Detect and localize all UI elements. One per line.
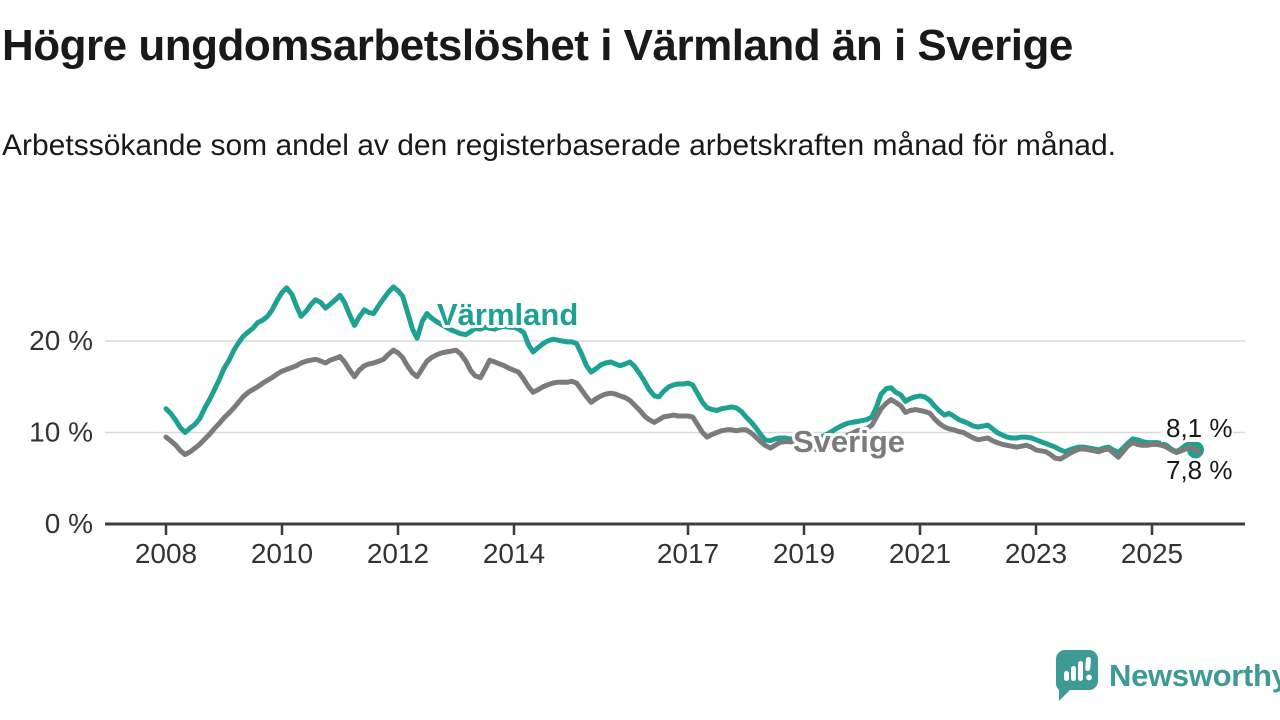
newsworthy-logo-icon	[1056, 650, 1098, 701]
end-value-sverige: 7,8 %	[1166, 455, 1233, 485]
series-label-värmland: Värmland	[437, 297, 578, 332]
x-tick-label-2025: 2025	[1121, 538, 1183, 569]
x-tick-label-2008: 2008	[135, 538, 197, 569]
x-tick-label-2014: 2014	[483, 538, 545, 569]
y-tick-label-10: 10 %	[29, 417, 93, 448]
end-label-backdrop	[1161, 417, 1233, 442]
line-chart: 2008 2010 2012 2014 2017 2019 2021 2023 2025 0 %…	[29, 284, 1245, 569]
x-tick-label-2010: 2010	[251, 538, 313, 569]
y-tick-label-20: 20 %	[29, 325, 93, 356]
chart-subtitle: Arbetssökande som andel av den registerb…	[2, 129, 1116, 162]
x-tick-label-2019: 2019	[773, 538, 835, 569]
x-tick-label-2017: 2017	[657, 538, 719, 569]
axis-and-series-labels: 0 % 10 % 20 % Värmland Sverige 8,1 % 7,8 %	[29, 294, 1233, 539]
x-tick-label-2023: 2023	[1005, 538, 1067, 569]
branding: Newsworthy	[1056, 650, 1280, 702]
bar-chart-glyph	[1064, 657, 1092, 681]
x-axis: 2008 2010 2012 2014 2017 2019 2021 2023 2025	[105, 522, 1245, 569]
end-value-varmland: 8,1 %	[1166, 413, 1233, 443]
series-label-sverige: Sverige	[793, 424, 905, 459]
brand-name: Newsworthy	[1109, 658, 1280, 693]
gridlines	[105, 340, 1245, 434]
series-line-värmland	[163, 284, 1198, 456]
y-tick-label-0: 0 %	[45, 508, 93, 539]
data-series	[163, 284, 1204, 462]
series-line-sverige	[163, 347, 1203, 462]
page-title: Högre ungdomsarbetslöshet i Värmland än …	[2, 21, 1073, 70]
x-tick-label-2021: 2021	[889, 538, 951, 569]
x-tick-label-2012: 2012	[367, 538, 429, 569]
